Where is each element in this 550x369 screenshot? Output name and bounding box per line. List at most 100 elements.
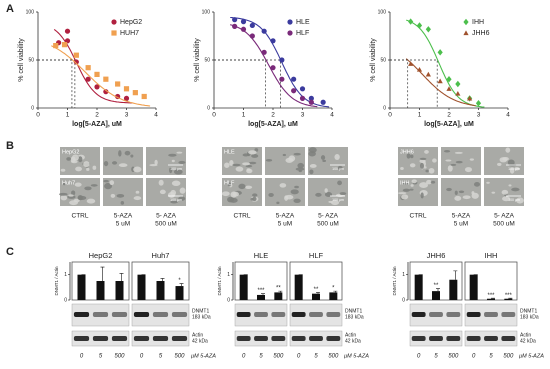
- x-tick-label: 5: [314, 354, 318, 360]
- cell: [83, 161, 90, 168]
- cell: [168, 153, 177, 157]
- bar: [96, 281, 105, 300]
- error-bar: [508, 297, 513, 299]
- significance: ***: [505, 293, 513, 299]
- cell: [288, 155, 296, 162]
- y-axis-label: % cell viability: [18, 38, 25, 82]
- blot-band: [271, 312, 286, 317]
- cell: [77, 195, 83, 201]
- cell: [499, 157, 508, 163]
- cell: [502, 196, 511, 202]
- cell: [109, 180, 115, 186]
- blot-band: [291, 312, 306, 317]
- x-unit: µM 5-AZA: [519, 353, 544, 359]
- cell: [432, 158, 437, 163]
- point: [270, 65, 276, 71]
- blot-band: [111, 312, 128, 317]
- cell: [400, 166, 404, 171]
- legend-marker: [111, 30, 117, 36]
- legend-label: HLE: [296, 19, 310, 26]
- bar: [175, 286, 184, 300]
- error-bar: [453, 270, 458, 280]
- cell: [409, 188, 414, 191]
- blot-band: [309, 336, 323, 341]
- cell: [170, 200, 178, 204]
- cell: [324, 188, 328, 193]
- point: [94, 71, 100, 77]
- blot-band: [466, 312, 481, 317]
- cell: [308, 151, 316, 157]
- point: [308, 99, 314, 105]
- x-tick-label: 0: [472, 354, 476, 360]
- cell: [265, 159, 273, 162]
- bar: [156, 281, 165, 300]
- x-tick-label: 500: [174, 354, 185, 360]
- blot-band: [152, 336, 169, 341]
- x-tick-label: 3: [125, 112, 129, 119]
- point: [103, 76, 109, 82]
- point: [308, 95, 314, 101]
- x-tick-label: 500: [448, 354, 459, 360]
- significance: **: [276, 286, 281, 292]
- fit-curve: [53, 28, 133, 104]
- scale-bar-label: 100 µm: [170, 167, 182, 171]
- cell: [491, 191, 496, 194]
- blot-band: [484, 312, 498, 317]
- cell: [133, 166, 142, 173]
- blot-size: 183 kDa: [345, 314, 364, 320]
- cell: [170, 189, 177, 196]
- legend-marker: [463, 18, 469, 26]
- y-tick-label: 100: [26, 9, 35, 15]
- blot-band: [291, 336, 306, 341]
- cell: [501, 189, 509, 195]
- x-tick-label: 0: [242, 354, 246, 360]
- error-bar: [436, 288, 440, 292]
- cell: [66, 157, 71, 161]
- y-axis-label: % cell viability: [194, 38, 201, 82]
- cell: [402, 188, 410, 192]
- cell: [133, 196, 142, 201]
- cell: [103, 179, 109, 183]
- x-tick-label: 5: [259, 354, 263, 360]
- y-axis-label: DNMT1 / Actin: [392, 266, 397, 296]
- x-tick-label: 500: [273, 354, 284, 360]
- cell: [118, 163, 128, 168]
- point: [61, 42, 68, 48]
- point: [240, 26, 247, 32]
- x-tick-label: 5: [159, 354, 163, 360]
- column-label: 5 uM: [454, 221, 468, 228]
- point: [123, 95, 130, 101]
- cell: [159, 189, 166, 195]
- error-bar: [119, 273, 124, 281]
- y-tick-label: 1: [402, 272, 405, 278]
- x-unit: µM 5-AZA: [191, 353, 216, 359]
- significance: ***: [487, 293, 495, 299]
- point: [73, 52, 79, 58]
- cell: [446, 187, 452, 192]
- legend-label: HepG2: [120, 19, 142, 26]
- cell: [337, 180, 342, 186]
- y-tick-label: 50: [204, 57, 210, 63]
- blot-band: [133, 312, 150, 317]
- blot-band: [111, 336, 128, 341]
- blot-band: [171, 336, 188, 341]
- cell: [458, 190, 465, 194]
- panel-title: HLF: [309, 251, 324, 260]
- cell: [507, 159, 515, 166]
- blot-size: 183 kDa: [192, 314, 211, 320]
- cell: [337, 165, 343, 170]
- bar: [274, 292, 283, 300]
- x-tick-label: 2: [447, 112, 451, 119]
- cell: [70, 160, 78, 164]
- cell: [428, 167, 435, 174]
- cell: [401, 194, 409, 200]
- cell: [454, 195, 462, 201]
- cell: [78, 156, 83, 163]
- blot-band: [73, 336, 90, 341]
- fit-curve: [51, 45, 151, 107]
- scale-bar-label: 100 µm: [332, 198, 344, 202]
- point: [455, 80, 461, 88]
- column-label: 5 uM: [278, 221, 292, 228]
- significance: **: [314, 287, 319, 293]
- blot-name: Actin: [192, 332, 203, 338]
